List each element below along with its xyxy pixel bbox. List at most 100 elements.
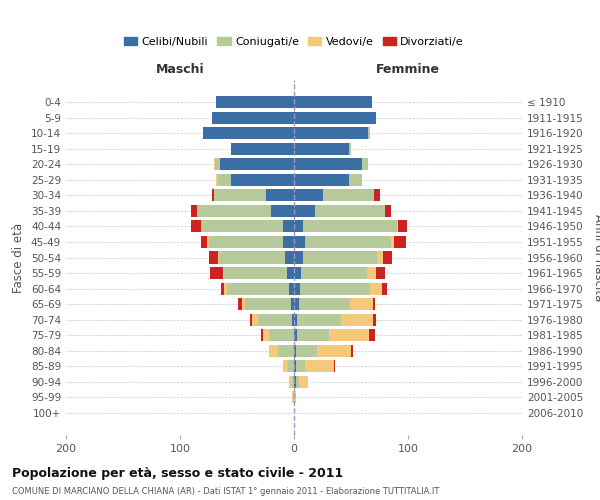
Bar <box>294 158 362 170</box>
Bar <box>294 96 371 108</box>
Bar <box>305 360 334 372</box>
Bar <box>217 96 294 108</box>
Bar <box>217 174 218 186</box>
Bar <box>203 127 294 140</box>
Bar <box>351 344 353 356</box>
Bar <box>294 344 296 356</box>
Bar <box>294 267 301 279</box>
Bar <box>191 205 197 217</box>
Bar <box>278 344 294 356</box>
Bar <box>300 282 370 294</box>
Bar <box>220 158 294 170</box>
Y-axis label: Anni di nascita: Anni di nascita <box>592 214 600 301</box>
Bar <box>227 282 289 294</box>
Bar <box>218 252 219 264</box>
Bar <box>294 376 296 388</box>
Bar <box>287 267 294 279</box>
Bar <box>398 220 407 232</box>
Bar <box>298 314 341 326</box>
Bar <box>212 190 214 202</box>
Legend: Celibi/Nubili, Coniugati/e, Vedovi/e, Divorziati/e: Celibi/Nubili, Coniugati/e, Vedovi/e, Di… <box>119 32 469 51</box>
Bar <box>289 282 294 294</box>
Bar <box>200 220 283 232</box>
Text: COMUNE DI MARCIANO DELLA CHIANA (AR) - Dati ISTAT 1° gennaio 2011 - Elaborazione: COMUNE DI MARCIANO DELLA CHIANA (AR) - D… <box>12 488 439 496</box>
Bar <box>391 236 394 248</box>
Bar <box>245 298 290 310</box>
Bar <box>224 267 287 279</box>
Bar <box>290 298 294 310</box>
Bar <box>200 236 208 248</box>
Bar <box>214 158 215 170</box>
Bar <box>368 127 370 140</box>
Bar <box>219 252 285 264</box>
Bar <box>294 314 298 326</box>
Bar <box>294 205 314 217</box>
Bar <box>296 344 317 356</box>
Bar <box>376 267 385 279</box>
Bar <box>224 282 227 294</box>
Bar <box>294 360 296 372</box>
Bar <box>209 252 218 264</box>
Bar <box>367 267 376 279</box>
Bar <box>377 252 383 264</box>
Bar <box>215 158 220 170</box>
Bar <box>317 344 351 356</box>
Bar <box>209 267 223 279</box>
Bar <box>263 329 269 341</box>
Bar <box>296 360 305 372</box>
Bar <box>374 190 380 202</box>
Bar <box>296 376 299 388</box>
Bar <box>294 252 303 264</box>
Bar <box>294 127 368 140</box>
Bar <box>292 314 294 326</box>
Bar <box>394 236 406 248</box>
Bar <box>252 314 257 326</box>
Bar <box>191 220 200 232</box>
Bar <box>369 329 375 341</box>
Y-axis label: Fasce di età: Fasce di età <box>13 222 25 292</box>
Bar <box>289 376 292 388</box>
Bar <box>269 344 278 356</box>
Bar <box>257 314 292 326</box>
Bar <box>299 298 350 310</box>
Bar <box>214 190 265 202</box>
Bar <box>294 220 303 232</box>
Bar <box>283 236 294 248</box>
Bar <box>294 174 349 186</box>
Bar <box>283 220 294 232</box>
Bar <box>294 329 298 341</box>
Bar <box>301 267 367 279</box>
Bar <box>221 282 224 294</box>
Bar <box>373 298 375 310</box>
Bar <box>373 314 376 326</box>
Bar <box>294 298 299 310</box>
Bar <box>341 314 373 326</box>
Bar <box>292 376 294 388</box>
Text: Maschi: Maschi <box>155 64 205 76</box>
Bar <box>261 329 263 341</box>
Bar <box>292 391 293 404</box>
Bar <box>349 142 351 155</box>
Bar <box>323 190 374 202</box>
Bar <box>294 391 296 404</box>
Bar <box>303 220 397 232</box>
Bar <box>350 298 373 310</box>
Text: Popolazione per età, sesso e stato civile - 2011: Popolazione per età, sesso e stato civil… <box>12 468 343 480</box>
Bar <box>334 360 335 372</box>
Bar <box>293 391 294 404</box>
Bar <box>232 174 294 186</box>
Bar <box>294 112 376 124</box>
Bar <box>299 376 308 388</box>
Bar <box>370 282 382 294</box>
Bar <box>250 314 252 326</box>
Bar <box>362 158 368 170</box>
Bar <box>271 205 294 217</box>
Bar <box>294 190 323 202</box>
Bar <box>382 282 388 294</box>
Bar <box>269 329 294 341</box>
Bar <box>314 205 385 217</box>
Bar <box>218 174 232 186</box>
Bar <box>212 112 294 124</box>
Bar <box>209 236 283 248</box>
Bar <box>397 220 398 232</box>
